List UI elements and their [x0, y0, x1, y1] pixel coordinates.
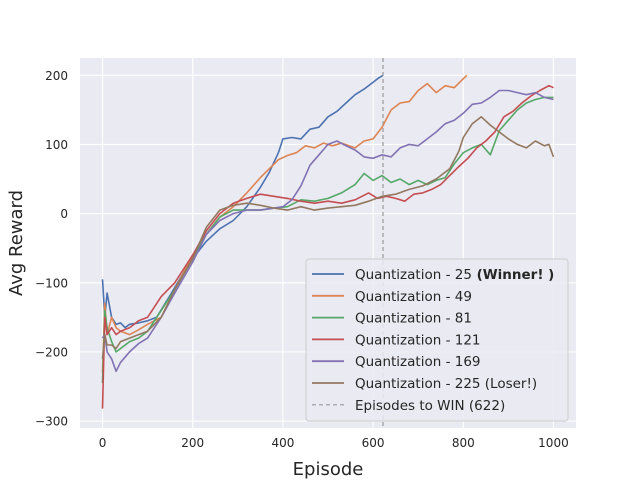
y-tick-label: 0	[60, 207, 68, 221]
y-tick-label: −100	[35, 276, 68, 290]
y-tick-label: 100	[45, 138, 68, 152]
legend-label: Quantization - 225 (Loser!)	[355, 376, 537, 392]
legend: Quantization - 25 (Winner! ) Quantization…	[305, 258, 569, 422]
legend-label: Episodes to WIN (622)	[355, 398, 505, 414]
series-line-4	[101, 84, 554, 409]
x-tick-label: 0	[99, 436, 107, 450]
legend-label: Quantization - 81	[355, 311, 472, 327]
y-tick-label: −200	[35, 345, 68, 359]
legend-label: Quantization - 25 (Winner! )	[355, 267, 554, 283]
series-line-5	[101, 89, 554, 373]
y-tick-label: 200	[45, 69, 68, 83]
legend-box	[305, 258, 569, 422]
series-line-3	[101, 96, 554, 384]
x-axis-label: Episode	[293, 459, 364, 480]
series-line-6	[101, 116, 555, 359]
x-tick-label: 1000	[538, 436, 569, 450]
x-tick-label: 400	[271, 436, 294, 450]
x-tick-label: 800	[452, 436, 475, 450]
series-line-1	[101, 74, 384, 329]
tick-labels: 0 200 400 600 800 1000 −300 −200 −100 0 100 200	[35, 69, 569, 450]
x-tick-label: 200	[181, 436, 204, 450]
y-tick-label: −300	[35, 415, 68, 429]
y-axis-label: Avg Reward	[6, 190, 27, 296]
series-lines	[101, 74, 555, 409]
legend-label: Quantization - 49	[355, 289, 472, 305]
legend-label: Quantization - 121	[355, 332, 481, 348]
x-tick-label: 600	[362, 436, 385, 450]
series-line-2	[101, 74, 468, 373]
legend-label-suffix: (Winner! )	[472, 267, 554, 283]
legend-label: Quantization - 169	[355, 354, 481, 370]
